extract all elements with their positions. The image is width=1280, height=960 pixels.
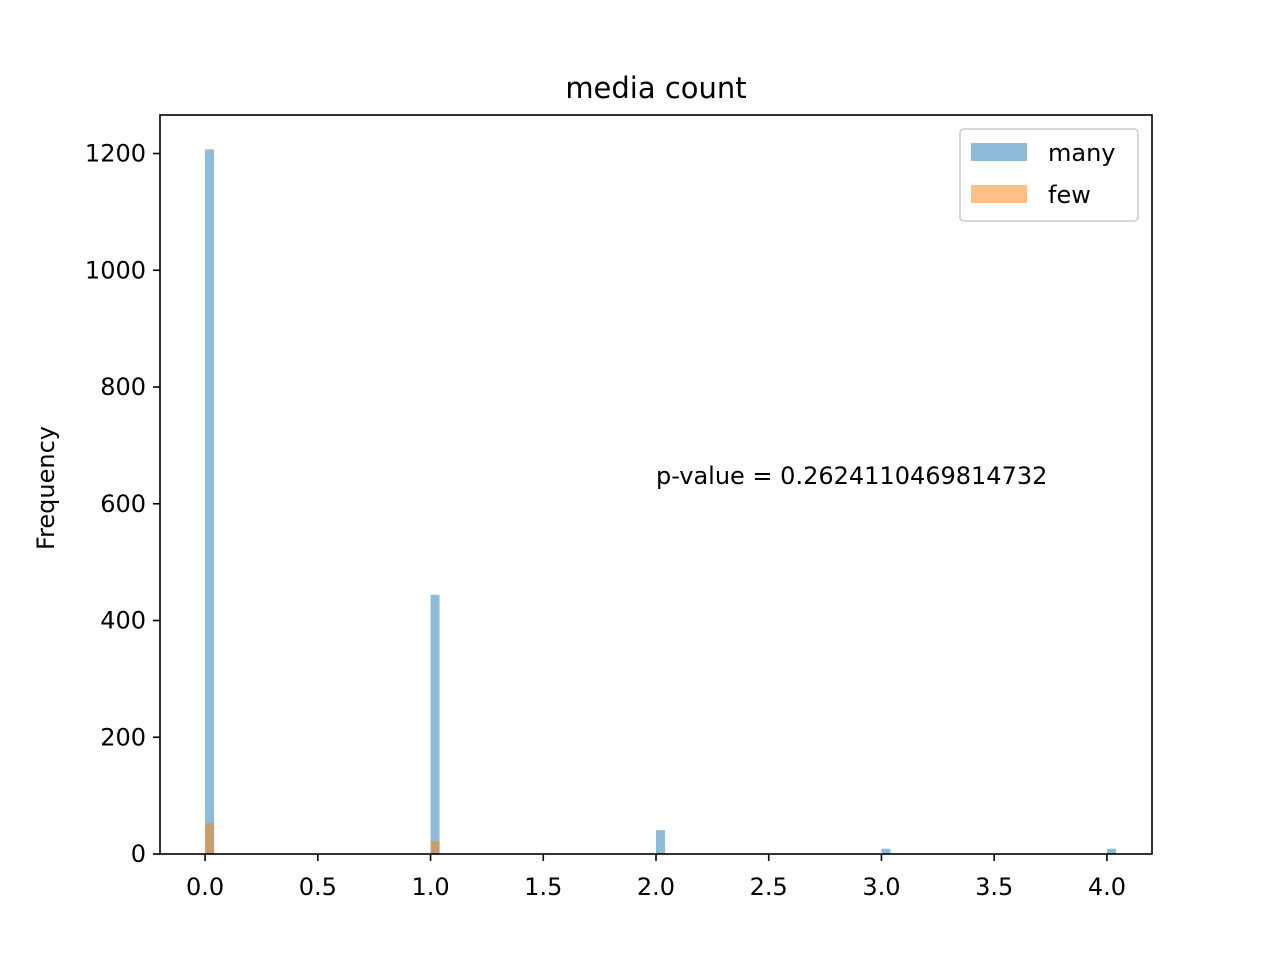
x-tick-label: 2.5 (750, 873, 788, 901)
y-tick-label: 800 (100, 373, 146, 401)
bar-few-0 (205, 823, 215, 854)
x-tick-label: 3.5 (975, 873, 1013, 901)
bar-many-1 (430, 594, 440, 854)
x-tick-label: 4.0 (1088, 873, 1126, 901)
bar-few-1 (430, 840, 440, 854)
legend-swatch-many (971, 143, 1027, 161)
legend-swatch-few (971, 185, 1027, 203)
x-tick-label: 1.5 (524, 873, 562, 901)
x-axis-ticks: 0.0 0.5 1.0 1.5 2.0 2.5 3.0 3.5 4.0 (186, 854, 1126, 901)
p-value-annotation: p-value = 0.2624110469814732 (656, 462, 1047, 490)
legend-label-many: many (1048, 139, 1116, 167)
y-tick-label: 600 (100, 490, 146, 518)
legend: many few (959, 128, 1139, 222)
y-tick-label: 400 (100, 607, 146, 635)
legend-label-few: few (1048, 181, 1091, 209)
y-axis-ticks: 0 200 400 600 800 1000 1200 (85, 140, 160, 868)
x-tick-label: 1.0 (411, 873, 449, 901)
bar-many-2 (656, 830, 666, 854)
y-axis-label: Frequency (32, 426, 60, 550)
bars-layer (205, 149, 1116, 855)
y-tick-label: 200 (100, 723, 146, 751)
x-tick-label: 3.0 (862, 873, 900, 901)
x-tick-label: 0.0 (186, 873, 224, 901)
x-tick-label: 2.0 (637, 873, 675, 901)
x-tick-label: 0.5 (299, 873, 337, 901)
chart-title: media count (565, 71, 746, 105)
y-tick-label: 1200 (85, 140, 146, 168)
y-tick-label: 0 (131, 840, 146, 868)
bar-many-4 (1106, 848, 1116, 854)
y-tick-label: 1000 (85, 256, 146, 284)
bar-many-0 (205, 149, 215, 855)
bar-many-3 (881, 848, 891, 854)
